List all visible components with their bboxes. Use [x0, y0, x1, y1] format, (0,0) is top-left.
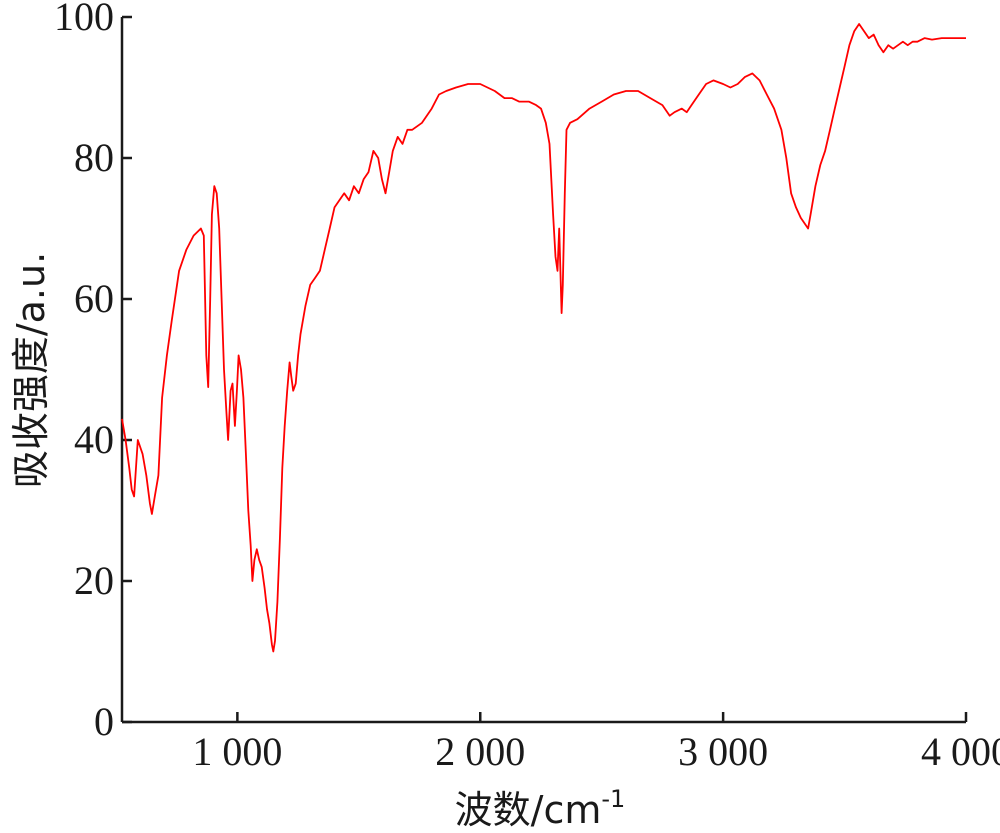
x-tick-label: 1 000 — [192, 729, 282, 774]
y-tick-label: 0 — [94, 699, 114, 744]
tick-labels: 0 20 40 60 80 100 1 000 2 000 3 000 4 000 — [54, 0, 1000, 774]
series-layer — [121, 23, 966, 653]
series-line — [121, 23, 966, 653]
y-tick-label: 80 — [74, 135, 114, 180]
x-tick-label: 2 000 — [435, 729, 525, 774]
tick-marks — [122, 15, 968, 724]
y-tick-label: 60 — [74, 276, 114, 321]
y-tick-label: 40 — [74, 417, 114, 462]
y-axis-title: 吸收强度/a.u. — [9, 252, 53, 488]
y-tick-label: 100 — [54, 0, 114, 39]
x-tick-label: 4 000 — [921, 729, 1000, 774]
y-tick-label: 20 — [74, 558, 114, 603]
x-axis-title-superscript: -1 — [601, 785, 625, 813]
x-axis-title: 波数/cm-1 — [455, 785, 626, 832]
x-axis-title-main: 波数/cm — [455, 788, 602, 832]
x-tick-label: 3 000 — [678, 729, 768, 774]
axes — [120, 17, 966, 724]
